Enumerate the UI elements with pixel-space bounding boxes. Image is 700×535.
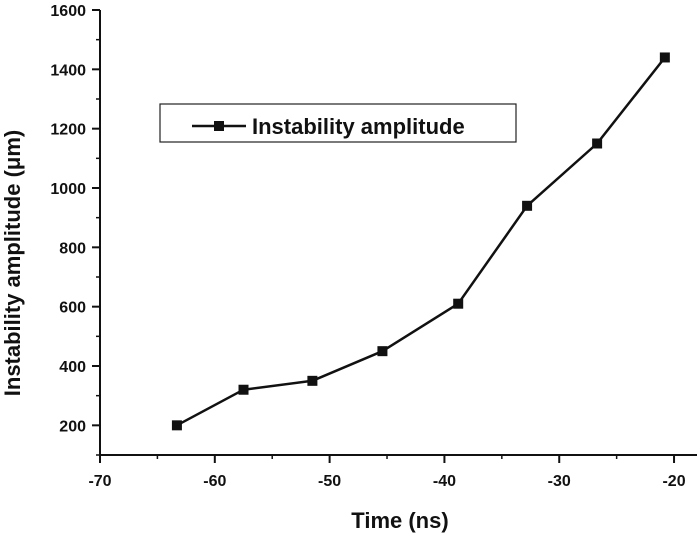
ticks: 200 400 600 800 1000 1200 1400 1600 -70 -60 -50 -40…	[50, 3, 685, 490]
x-tick-label-0: -70	[88, 473, 111, 490]
legend: Instability amplitude	[159, 103, 517, 143]
data-point-1	[238, 384, 249, 395]
legend-marker	[214, 121, 224, 131]
x-tick-label-1: -60	[203, 473, 226, 490]
y-tick-label-6: 1400	[50, 62, 86, 79]
axes	[99, 10, 697, 456]
data-point-2	[307, 375, 318, 386]
y-axis-title: Instability amplitude (μm)	[0, 130, 25, 396]
y-tick-label-7: 1600	[50, 3, 86, 20]
y-tick-label-0: 200	[59, 418, 86, 435]
data-point-7	[659, 52, 670, 63]
y-tick-label-4: 1000	[50, 181, 86, 198]
x-tick-label-3: -40	[433, 473, 456, 490]
series-line-0	[176, 56, 666, 427]
series-layer	[171, 52, 670, 431]
x-tick-label-4: -30	[548, 473, 571, 490]
x-tick-label-2: -50	[318, 473, 341, 490]
data-point-6	[592, 138, 603, 149]
data-point-0	[171, 420, 182, 431]
data-point-4	[453, 298, 464, 309]
x-tick-label-5: -20	[662, 473, 685, 490]
data-point-3	[377, 346, 388, 357]
y-tick-label-2: 600	[59, 300, 86, 317]
y-tick-label-5: 1200	[50, 122, 86, 139]
data-point-5	[522, 200, 533, 211]
legend-label: Instability amplitude	[252, 114, 465, 139]
y-tick-label-3: 800	[59, 240, 86, 257]
x-axis-title: Time (ns)	[351, 508, 448, 533]
y-tick-label-1: 400	[59, 359, 86, 376]
